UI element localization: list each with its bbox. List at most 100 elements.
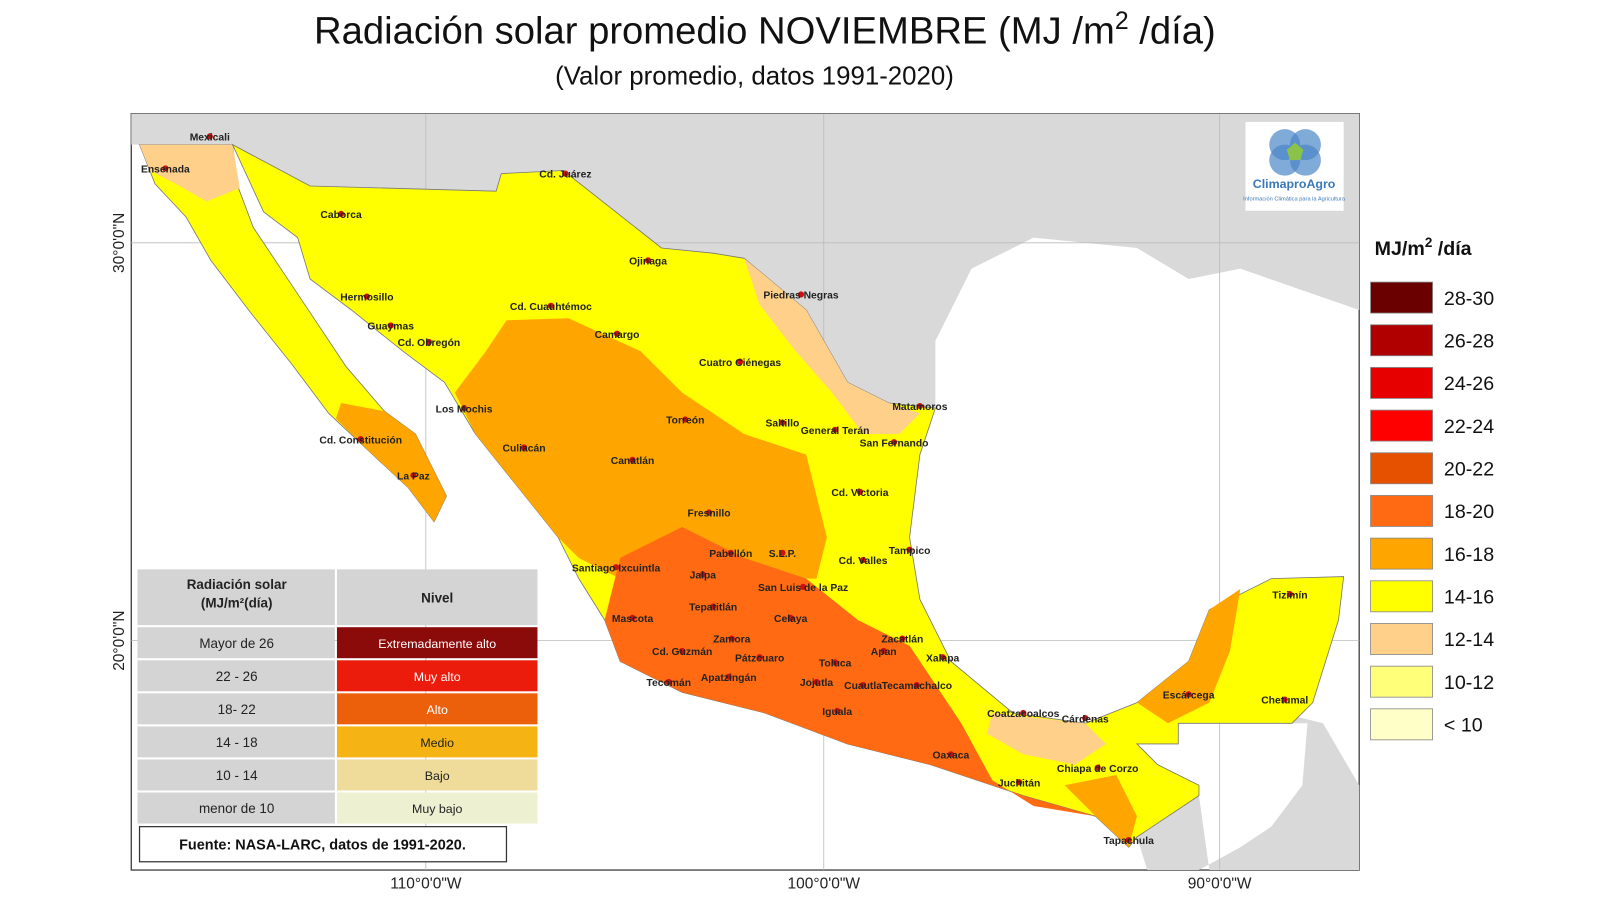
- city-label: Jalpa: [690, 571, 717, 582]
- city-label: Pátzcuaro: [735, 653, 784, 664]
- legend-swatch: [1370, 324, 1433, 357]
- table-level-cell: [336, 627, 538, 659]
- city-label: Cd. Valles: [839, 556, 888, 567]
- zone-16-18: [1064, 774, 1137, 848]
- city-dot: [834, 707, 841, 715]
- city-label: La Paz: [397, 471, 430, 482]
- city-label: Cd. Victoria: [831, 488, 888, 499]
- legend-swatch: [1370, 623, 1433, 655]
- city-dot: [832, 659, 839, 666]
- city-dot: [425, 338, 433, 346]
- longitude-label: 90°0'0"W: [1188, 876, 1252, 893]
- logo-tagline: Información Climática para la Agricultur…: [1243, 196, 1346, 202]
- table-header: (MJ/m²(día): [201, 596, 273, 611]
- legend-title-superscript: 2: [1425, 235, 1432, 250]
- city-dot: [1082, 715, 1089, 722]
- city-label: San Luis de la Paz: [758, 583, 848, 594]
- city-label: Chiapa de Corzo: [1057, 764, 1139, 775]
- city-label: Xalapa: [926, 653, 960, 664]
- city-label: Oaxaca: [933, 750, 970, 761]
- city-label: Santiago Ixcuintla: [572, 563, 661, 574]
- city-dot: [1185, 691, 1192, 698]
- city-label: Tampico: [889, 546, 931, 557]
- city-label: Mascota: [612, 614, 654, 625]
- city-label: S.L.P.: [769, 549, 796, 560]
- city-label: Tizimín: [1272, 590, 1307, 601]
- table-range: 14 - 18: [216, 735, 258, 750]
- latitude-label: 20°0'0"N: [111, 610, 128, 670]
- city-dot: [644, 257, 652, 264]
- city-label: General Terán: [801, 426, 870, 437]
- table-level-cell: [336, 660, 538, 692]
- table-level-cell: [336, 759, 538, 791]
- city-label: Tepatitlán: [689, 603, 737, 614]
- legend-label: 28-30: [1444, 288, 1494, 310]
- city-label: Escárcega: [1163, 691, 1215, 702]
- legend-title-text: MJ/m: [1375, 238, 1425, 260]
- table-level: Extremadamente alto: [378, 637, 496, 651]
- city-dot: [1020, 709, 1027, 717]
- legend-label: < 10: [1444, 715, 1483, 737]
- longitude-label: 100°0'0"W: [788, 876, 861, 893]
- table-range-cell: [137, 726, 335, 758]
- city-dot: [612, 564, 620, 571]
- city-dot: [947, 751, 955, 758]
- city-label: Tecomán: [646, 678, 691, 689]
- legend-title-suffix: /día: [1432, 238, 1472, 260]
- legend-label: 12-14: [1444, 629, 1494, 651]
- united-states: [131, 113, 1360, 409]
- subtitle: (Valor promedio, datos 1991-2020): [555, 63, 954, 91]
- city-dot: [387, 322, 394, 329]
- city-label: San Fernando: [860, 438, 929, 449]
- legend-label: 18-20: [1444, 501, 1494, 523]
- legend-label: 24-26: [1444, 373, 1494, 395]
- logo-name: ClimaproAgro: [1253, 177, 1336, 191]
- city-label: Piedras Negras: [763, 291, 838, 302]
- city-label: Toluca: [819, 658, 852, 669]
- zone-16-18: [335, 402, 447, 522]
- legend-label: 14-16: [1444, 587, 1494, 609]
- city-dot: [725, 673, 732, 680]
- table-header: Nivel: [421, 590, 453, 605]
- city-dot: [756, 654, 763, 661]
- table-level-cell: [336, 726, 538, 758]
- table-level: Muy alto: [414, 670, 461, 684]
- city-label: Guaymas: [367, 322, 414, 333]
- legend-label: 22-24: [1444, 416, 1494, 438]
- city-label: Ojinaga: [629, 257, 667, 268]
- city-dot: [1286, 591, 1294, 598]
- legend-label: 10-12: [1444, 672, 1494, 694]
- source-box: [138, 826, 508, 863]
- city-dot: [699, 571, 706, 578]
- table-range: 10 - 14: [216, 768, 258, 783]
- table-level: Bajo: [425, 769, 450, 783]
- legend-swatch: [1370, 367, 1433, 399]
- city-label: Pabellón: [709, 549, 752, 560]
- city-label: Cd. Cuauhtémoc: [510, 302, 592, 313]
- title: Radiación solar promedio NOVIEMBRE (MJ /…: [314, 8, 1216, 52]
- city-label: Zacatlán: [881, 635, 923, 646]
- city-label: Matamoros: [892, 402, 947, 413]
- city-label: Cuautla: [844, 681, 882, 692]
- table-range-cell: [137, 693, 335, 725]
- cities: Mexicali Ensenada Cd. Juárez Caborca Ojinaga…: [141, 133, 1308, 848]
- city-dot: [797, 291, 805, 298]
- city-dot: [859, 681, 867, 689]
- central-america: [1136, 712, 1360, 871]
- table-range-cell: [137, 759, 335, 791]
- city-dot: [1094, 764, 1101, 771]
- city-dot: [682, 416, 689, 423]
- city-label: Saltillo: [765, 419, 799, 430]
- legend-swatch: [1370, 452, 1433, 485]
- city-dot: [916, 402, 923, 410]
- city-label: Canatlán: [611, 456, 655, 467]
- city-dot: [906, 546, 913, 553]
- city-dot: [813, 678, 820, 686]
- city-label: Hermosillo: [340, 293, 393, 304]
- title-text: Radiación solar promedio NOVIEMBRE (MJ /…: [314, 9, 1115, 52]
- city-label: Cd. Guzmán: [652, 647, 712, 658]
- city-dot: [899, 635, 906, 642]
- city-label: Iguala: [822, 707, 852, 718]
- zone-16-18: [1136, 588, 1241, 724]
- table-level-cell: [336, 792, 538, 824]
